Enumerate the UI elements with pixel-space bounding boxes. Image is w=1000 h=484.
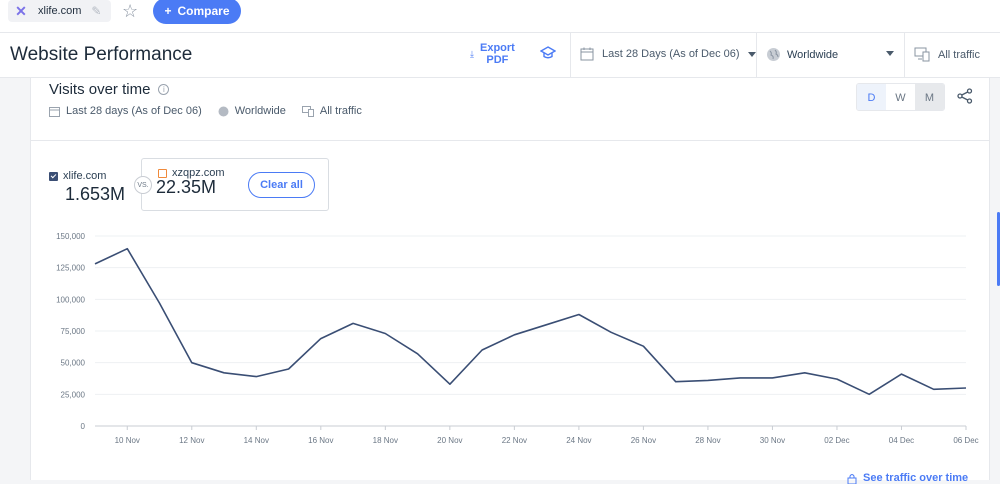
x-tick-label: 28 Nov [695,436,720,445]
traffic-filter-label: All traffic [938,48,980,61]
page-title: Website Performance [10,44,193,65]
x-tick-label: 04 Dec [889,436,914,445]
x-tick-label: 20 Nov [437,436,462,445]
share-icon[interactable] [957,88,973,109]
x-tick-label: 26 Nov [631,436,656,445]
site-chip[interactable]: ✕ xlife.com ✎ [8,0,112,22]
main-site-name: xlife.com [63,170,107,182]
x-tick-label: 16 Nov [308,436,333,445]
granularity-week-button[interactable]: W [886,84,915,110]
competitor-value: 22.35M [156,177,217,197]
card-divider [31,140,989,141]
date-filter-dropdown[interactable]: Last 28 Days (As of Dec 06) [580,47,756,61]
download-icon: ⤓ [470,48,474,59]
visits-line-chart: 150,000 125,000 100,000 75,000 50,000 25,000 0… [56,232,979,445]
compare-button[interactable]: + Compare [153,0,241,24]
main-site-value: 1.653M [65,184,126,204]
series-line [94,247,967,396]
chevron-down-icon[interactable] [886,51,894,56]
geo-filter-label: Worldwide [787,48,839,61]
clear-all-button[interactable]: Clear all [248,172,315,198]
y-tick-label: 25,000 [61,390,86,399]
scrollbar[interactable] [997,212,1000,286]
main-site-checkbox[interactable] [49,171,58,181]
chevron-down-icon [747,51,756,57]
page-header: Website Performance ⤓ Export PDF Last 28… [0,32,1000,78]
see-traffic-label: See traffic over time [863,472,969,484]
subtitle-date: Last 28 days (As of Dec 06) [66,105,202,117]
top-bar: ✕ xlife.com ✎ ☆ + Compare [0,0,1000,32]
x-tick-label: 06 Dec [953,436,978,445]
x-tick-label: 10 Nov [115,436,140,445]
y-tick-label: 100,000 [56,295,85,304]
star-icon[interactable]: ☆ [122,1,139,21]
site-domain: xlife.com [38,5,82,17]
visits-card: Visits over time i Last 28 days (As of D… [30,78,990,484]
granularity-day-button[interactable]: D [857,84,886,110]
x-tick-label: 22 Nov [502,436,527,445]
see-traffic-link[interactable]: See traffic over time [847,472,968,484]
export-pdf-button[interactable]: ⤓ Export PDF [470,42,515,66]
lock-icon [847,473,857,484]
header-divider [904,33,905,78]
vs-badge: VS. [134,176,152,194]
x-tick-label: 30 Nov [760,436,785,445]
calendar-icon [580,47,594,61]
x-tick-label: 02 Dec [824,436,849,445]
x-tick-label: 12 Nov [179,436,204,445]
card-subtitle: Last 28 days (As of Dec 06) Worldwide Al… [49,105,362,117]
compare-label: Compare [177,4,230,18]
y-tick-label: 50,000 [61,359,86,368]
card-title-text: Visits over time [49,81,151,98]
card-title: Visits over time i [49,81,170,98]
x-tick-label: 24 Nov [566,436,591,445]
graduation-cap-icon[interactable] [539,46,557,65]
globe-icon [767,48,780,61]
pencil-icon[interactable]: ✎ [91,4,102,18]
x-tick-label: 18 Nov [373,436,398,445]
header-divider [756,33,757,78]
close-x-icon[interactable]: ✕ [15,2,27,19]
devices-icon [301,105,314,117]
header-divider [570,33,571,78]
granularity-toggle: D W M [856,83,945,111]
devices-icon [914,47,930,62]
x-tick-label: 14 Nov [244,436,269,445]
y-tick-label: 125,000 [56,264,85,273]
y-tick-label: 150,000 [56,232,85,241]
export-label-line2: PDF [486,54,509,66]
y-tick-label: 0 [81,422,86,431]
y-tick-label: 75,000 [61,327,86,336]
competitor-checkbox[interactable] [158,168,167,178]
competitor-legend: xzqpz.com 22.35M Clear all [141,158,329,211]
subtitle-traffic: All traffic [319,105,362,117]
globe-icon [218,106,229,116]
main-site-legend: xlife.com 1.653M [49,170,125,205]
granularity-month-button[interactable]: M [915,84,944,110]
subtitle-geo: Worldwide [234,105,286,117]
geo-filter-dropdown[interactable]: Worldwide [766,47,838,62]
plus-icon: + [164,4,172,18]
traffic-filter[interactable]: All traffic [914,47,980,62]
competitor-name: xzqpz.com [172,167,225,179]
calendar-icon [49,106,60,117]
export-label-line1: Export [479,42,515,54]
date-filter-label: Last 28 Days (As of Dec 06) [602,48,740,60]
info-icon[interactable]: i [158,84,170,95]
